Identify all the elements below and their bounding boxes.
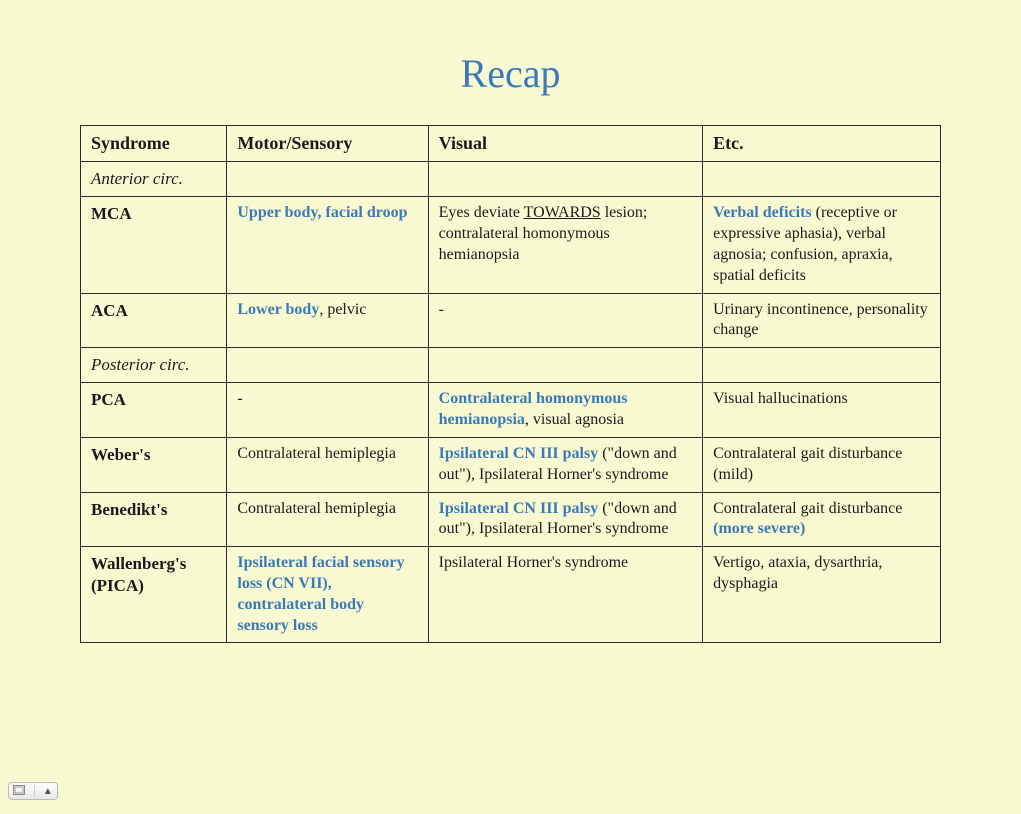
control-divider bbox=[34, 785, 35, 797]
posterior-label: Posterior circ. bbox=[81, 348, 227, 383]
empty-cell bbox=[227, 162, 428, 197]
table-header-row: Syndrome Motor/Sensory Visual Etc. bbox=[81, 126, 941, 162]
row-mca: MCA Upper body, facial droop Eyes deviat… bbox=[81, 197, 941, 293]
empty-cell bbox=[703, 348, 941, 383]
header-etc: Etc. bbox=[703, 126, 941, 162]
benedikt-etc-pre: Contralateral gait disturbance bbox=[713, 500, 902, 517]
wallenberg-etc: Vertigo, ataxia, dysarthria, dysphagia bbox=[703, 547, 941, 643]
mca-motor: Upper body, facial droop bbox=[227, 197, 428, 293]
weber-visual: Ipsilateral CN III palsy ("down and out"… bbox=[428, 437, 702, 492]
empty-cell bbox=[428, 162, 702, 197]
mca-name: MCA bbox=[81, 197, 227, 293]
row-aca: ACA Lower body, pelvic - Urinary inconti… bbox=[81, 293, 941, 348]
wallenberg-motor-hl: Ipsilateral facial sensory loss (CN VII)… bbox=[237, 554, 404, 633]
wallenberg-visual: Ipsilateral Horner's syndrome bbox=[428, 547, 702, 643]
weber-etc: Contralateral gait disturbance (mild) bbox=[703, 437, 941, 492]
anterior-label: Anterior circ. bbox=[81, 162, 227, 197]
section-posterior: Posterior circ. bbox=[81, 348, 941, 383]
aca-name: ACA bbox=[81, 293, 227, 348]
syndrome-table: Syndrome Motor/Sensory Visual Etc. Anter… bbox=[80, 125, 941, 643]
weber-visual-hl: Ipsilateral CN III palsy bbox=[439, 445, 599, 462]
aca-motor: Lower body, pelvic bbox=[227, 293, 428, 348]
weber-name: Weber's bbox=[81, 437, 227, 492]
empty-cell bbox=[227, 348, 428, 383]
benedikt-etc: Contralateral gait disturbance (more sev… bbox=[703, 492, 941, 547]
pca-motor: - bbox=[227, 383, 428, 438]
aca-visual: - bbox=[428, 293, 702, 348]
benedikt-visual-hl: Ipsilateral CN III palsy bbox=[439, 500, 599, 517]
mca-etc: Verbal deficits (receptive or expressive… bbox=[703, 197, 941, 293]
row-pca: PCA - Contralateral homonymous hemianops… bbox=[81, 383, 941, 438]
menu-triangle-icon[interactable]: ▲ bbox=[43, 786, 53, 797]
benedikt-motor: Contralateral hemiplegia bbox=[227, 492, 428, 547]
row-benedikt: Benedikt's Contralateral hemiplegia Ipsi… bbox=[81, 492, 941, 547]
row-wallenberg: Wallenberg's (PICA) Ipsilateral facial s… bbox=[81, 547, 941, 643]
slide-control[interactable]: ▲ bbox=[8, 782, 58, 800]
pca-name: PCA bbox=[81, 383, 227, 438]
mca-visual: Eyes deviate TOWARDS lesion; contralater… bbox=[428, 197, 702, 293]
section-anterior: Anterior circ. bbox=[81, 162, 941, 197]
empty-cell bbox=[703, 162, 941, 197]
wallenberg-name: Wallenberg's (PICA) bbox=[81, 547, 227, 643]
aca-etc: Urinary incontinence, personality change bbox=[703, 293, 941, 348]
pca-visual: Contralateral homonymous hemianopsia, vi… bbox=[428, 383, 702, 438]
mca-etc-hl: Verbal deficits bbox=[713, 204, 812, 221]
mca-visual-pre: Eyes deviate bbox=[439, 204, 524, 221]
row-weber: Weber's Contralateral hemiplegia Ipsilat… bbox=[81, 437, 941, 492]
wallenberg-motor: Ipsilateral facial sensory loss (CN VII)… bbox=[227, 547, 428, 643]
mca-visual-ul: TOWARDS bbox=[524, 204, 601, 221]
benedikt-visual: Ipsilateral CN III palsy ("down and out"… bbox=[428, 492, 702, 547]
header-syndrome: Syndrome bbox=[81, 126, 227, 162]
fullscreen-icon[interactable] bbox=[13, 785, 25, 798]
aca-motor-post: , pelvic bbox=[319, 301, 366, 318]
benedikt-name: Benedikt's bbox=[81, 492, 227, 547]
empty-cell bbox=[428, 348, 702, 383]
pca-etc: Visual hallucinations bbox=[703, 383, 941, 438]
weber-motor: Contralateral hemiplegia bbox=[227, 437, 428, 492]
header-visual: Visual bbox=[428, 126, 702, 162]
header-motor: Motor/Sensory bbox=[227, 126, 428, 162]
benedikt-etc-hl: (more severe) bbox=[713, 520, 805, 537]
pca-visual-post: , visual agnosia bbox=[525, 411, 624, 428]
aca-motor-hl: Lower body bbox=[237, 301, 319, 318]
slide-title: Recap bbox=[80, 50, 941, 97]
mca-motor-hl: Upper body, facial droop bbox=[237, 204, 407, 221]
